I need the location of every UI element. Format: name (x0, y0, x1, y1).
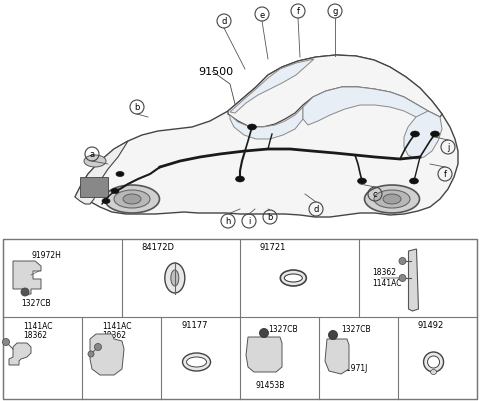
Circle shape (21, 288, 29, 296)
Text: 18362: 18362 (23, 331, 47, 340)
Ellipse shape (284, 274, 302, 282)
Circle shape (2, 339, 10, 346)
Polygon shape (303, 88, 428, 126)
Ellipse shape (187, 357, 206, 367)
Ellipse shape (383, 194, 401, 205)
Text: j: j (447, 143, 449, 152)
Ellipse shape (431, 370, 436, 375)
Text: f: f (444, 170, 446, 179)
Ellipse shape (171, 270, 179, 286)
Ellipse shape (428, 356, 440, 368)
Text: d: d (364, 243, 370, 252)
Text: c: c (372, 190, 377, 199)
Ellipse shape (84, 156, 106, 168)
Text: 91971J: 91971J (341, 364, 367, 373)
Text: e: e (259, 10, 264, 20)
Text: f: f (88, 321, 92, 330)
Polygon shape (325, 339, 349, 374)
Ellipse shape (165, 263, 185, 293)
Ellipse shape (123, 194, 141, 205)
Polygon shape (9, 343, 31, 365)
Text: 91721: 91721 (260, 243, 287, 252)
Text: 1327CB: 1327CB (21, 299, 50, 308)
Text: 91492: 91492 (418, 321, 444, 330)
Text: b: b (134, 103, 140, 112)
Circle shape (399, 258, 406, 265)
Ellipse shape (364, 186, 420, 213)
Ellipse shape (280, 270, 306, 286)
Ellipse shape (423, 352, 444, 372)
Polygon shape (408, 249, 419, 311)
Polygon shape (404, 112, 442, 160)
Text: 91453B: 91453B (256, 381, 286, 389)
Ellipse shape (410, 132, 420, 138)
Text: 1141AC: 1141AC (23, 322, 52, 331)
Text: 84172D: 84172D (142, 243, 175, 252)
Text: c: c (245, 243, 251, 252)
Polygon shape (230, 108, 303, 140)
Text: 91500: 91500 (198, 67, 233, 77)
Text: i: i (248, 217, 250, 226)
Text: h: h (225, 217, 231, 226)
Ellipse shape (374, 190, 410, 209)
Circle shape (95, 344, 101, 350)
Text: 18362: 18362 (372, 268, 396, 277)
Text: 1327CB: 1327CB (268, 325, 298, 334)
Text: 91972H: 91972H (31, 251, 61, 260)
Circle shape (88, 351, 94, 357)
Polygon shape (13, 261, 41, 294)
Text: b: b (127, 243, 132, 252)
Ellipse shape (431, 132, 440, 138)
Text: d: d (221, 18, 227, 26)
Text: 91177: 91177 (181, 321, 207, 330)
Ellipse shape (409, 178, 419, 184)
Polygon shape (75, 56, 458, 217)
Text: 1141AC: 1141AC (102, 322, 132, 331)
Ellipse shape (111, 189, 119, 194)
Text: j: j (405, 321, 408, 330)
Text: g: g (332, 8, 338, 16)
Text: g: g (166, 321, 172, 330)
Ellipse shape (236, 176, 244, 182)
Ellipse shape (105, 186, 159, 213)
Circle shape (328, 331, 337, 340)
Bar (3, 239, 477, 399)
Ellipse shape (182, 353, 211, 371)
Text: i: i (326, 321, 328, 330)
Text: 1327CB: 1327CB (341, 325, 371, 334)
Ellipse shape (358, 178, 367, 184)
Ellipse shape (248, 125, 256, 131)
Text: f: f (297, 8, 300, 16)
Polygon shape (90, 334, 124, 375)
Circle shape (260, 329, 268, 338)
Ellipse shape (102, 199, 110, 204)
Bar (80, 178, 108, 198)
Text: b: b (267, 213, 273, 222)
Polygon shape (230, 60, 314, 114)
Text: a: a (8, 243, 14, 252)
Polygon shape (75, 142, 128, 205)
Ellipse shape (116, 172, 124, 177)
Circle shape (399, 275, 406, 282)
Ellipse shape (114, 190, 150, 209)
Text: a: a (89, 150, 95, 159)
Text: 18362: 18362 (102, 331, 126, 340)
Text: h: h (245, 321, 251, 330)
Text: e: e (8, 321, 14, 330)
Polygon shape (246, 337, 282, 372)
Text: d: d (313, 205, 319, 214)
Polygon shape (228, 56, 442, 128)
Text: 1141AC: 1141AC (372, 279, 402, 288)
